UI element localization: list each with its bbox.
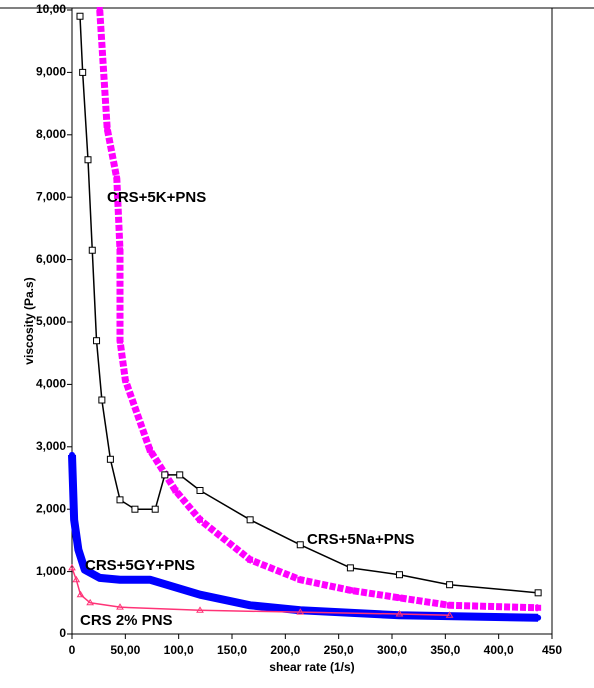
marker (116, 496, 124, 504)
x-tick-label: 350,0 (430, 643, 460, 657)
marker (395, 610, 404, 617)
marker (93, 337, 101, 345)
marker (161, 471, 169, 479)
series-label: CRS+5K+PNS (107, 189, 206, 206)
series-line (79, 16, 539, 594)
y-axis-label: viscosity (Pa.s) (22, 277, 36, 364)
marker (81, 566, 88, 573)
y-tick-label: 0 (59, 626, 66, 640)
marker (104, 125, 111, 132)
series-line (68, 454, 539, 622)
y-tick-label: 3,000 (36, 439, 66, 453)
series-label: CRS+5Na+PNS (307, 531, 415, 548)
marker (75, 546, 82, 553)
marker (146, 576, 153, 583)
marker (117, 576, 123, 583)
marker (445, 611, 454, 618)
y-tick-label: 4,000 (36, 377, 66, 391)
marker (96, 7, 103, 13)
marker (396, 594, 403, 601)
marker (71, 516, 78, 523)
marker (446, 602, 453, 609)
y-tick-label: 2,000 (36, 501, 66, 515)
marker (197, 516, 203, 523)
marker (96, 574, 103, 581)
x-tick-label: 400,0 (484, 643, 514, 657)
marker (296, 608, 305, 615)
x-tick-label: 150,0 (217, 643, 247, 657)
x-tick-label: 0 (69, 643, 76, 657)
marker (151, 505, 159, 513)
marker (535, 614, 542, 621)
x-tick-label: 250,0 (324, 643, 354, 657)
y-tick-label: 7,000 (36, 189, 66, 203)
marker (116, 603, 124, 610)
marker (247, 556, 254, 563)
marker (347, 587, 354, 594)
y-tick-label: 1,000 (36, 564, 66, 578)
x-tick-label: 300,0 (377, 643, 407, 657)
marker (176, 471, 184, 479)
marker (297, 576, 304, 583)
x-tick-label: 200,0 (270, 643, 300, 657)
marker (98, 396, 106, 404)
marker (122, 377, 129, 384)
y-tick-label: 8,000 (36, 127, 66, 141)
marker (86, 598, 95, 606)
y-tick-label: 10,00 (36, 2, 66, 16)
marker (534, 589, 542, 597)
marker (84, 156, 92, 164)
marker (88, 246, 96, 254)
marker (296, 541, 304, 549)
marker (117, 337, 123, 344)
x-axis-label: shear rate (1/s) (269, 660, 354, 674)
marker (247, 602, 254, 609)
marker (197, 591, 203, 598)
marker (69, 451, 75, 458)
marker (72, 575, 81, 583)
x-tick-label: 50,00 (110, 643, 140, 657)
x-tick-label: 450 (542, 643, 562, 657)
marker (196, 606, 204, 613)
marker (246, 516, 254, 524)
series-label: CRS+5GY+PNS (85, 557, 195, 574)
marker (446, 581, 454, 589)
marker (395, 571, 403, 579)
series-label: CRS 2% PNS (80, 612, 173, 629)
x-tick-label: 100,0 (164, 643, 194, 657)
marker (117, 247, 123, 254)
marker (76, 590, 85, 598)
y-tick-label: 5,000 (36, 314, 66, 328)
marker (131, 505, 139, 513)
series-line (71, 567, 450, 617)
marker (76, 12, 84, 20)
marker (172, 487, 179, 494)
marker (106, 455, 114, 463)
marker (68, 563, 76, 571)
marker (113, 175, 120, 182)
marker (535, 604, 542, 611)
marker (346, 564, 354, 572)
y-tick-label: 9,000 (36, 65, 66, 79)
marker (146, 446, 153, 453)
marker (79, 68, 87, 76)
marker (196, 486, 204, 494)
series-line (96, 9, 539, 612)
y-tick-label: 6,000 (36, 252, 66, 266)
